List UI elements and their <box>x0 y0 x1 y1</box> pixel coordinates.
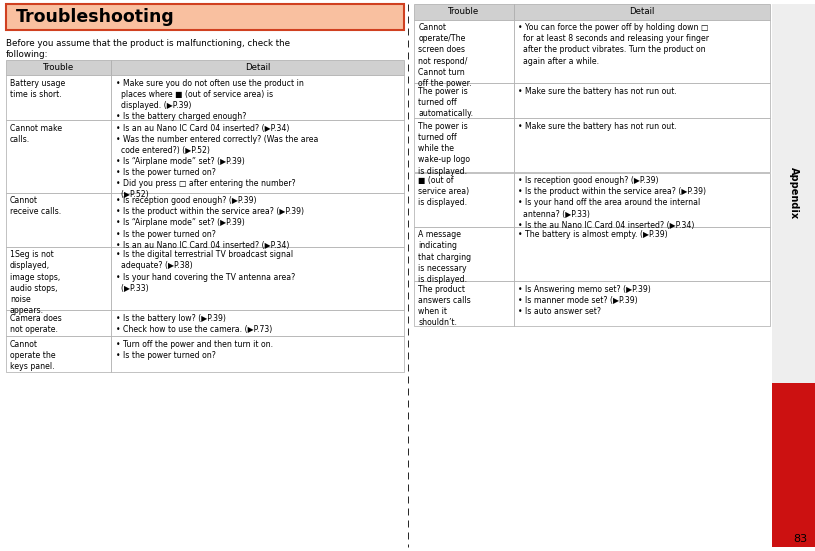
Bar <box>414 226 513 280</box>
Text: Cannot
operate the
keys panel.: Cannot operate the keys panel. <box>10 340 55 371</box>
Text: Cannot make
calls.: Cannot make calls. <box>10 123 62 144</box>
Text: Trouble: Trouble <box>42 63 74 72</box>
Text: • Is the battery low? (▶P.39)
• Check how to use the camera. (▶P.73): • Is the battery low? (▶P.39) • Check ho… <box>116 314 272 334</box>
Bar <box>111 120 404 192</box>
Bar <box>111 310 404 336</box>
Bar <box>111 75 404 120</box>
Text: Detail: Detail <box>244 63 271 72</box>
Text: Cannot
operate/The
screen does
not respond/
Cannot turn
off the power.: Cannot operate/The screen does not respo… <box>418 23 472 88</box>
Bar <box>6 4 404 30</box>
Text: • Make sure the battery has not run out.: • Make sure the battery has not run out. <box>518 122 677 131</box>
Text: Detail: Detail <box>629 7 654 16</box>
Bar <box>111 192 404 247</box>
Bar <box>6 336 111 372</box>
Text: Cannot
receive calls.: Cannot receive calls. <box>10 196 61 217</box>
Text: Battery usage
time is short.: Battery usage time is short. <box>10 79 65 99</box>
Bar <box>414 280 513 326</box>
Bar <box>6 120 111 192</box>
Text: The product
answers calls
when it
shouldn’t.: The product answers calls when it should… <box>418 284 471 327</box>
Bar <box>414 4 513 19</box>
Bar <box>414 172 513 226</box>
Text: A message
indicating
that charging
is necessary
is displayed.: A message indicating that charging is ne… <box>418 230 472 284</box>
Bar <box>6 192 111 247</box>
Text: Camera does
not operate.: Camera does not operate. <box>10 314 62 334</box>
Text: The power is
turned off
while the
wake-up logo
is displayed.: The power is turned off while the wake-u… <box>418 122 470 176</box>
Bar <box>111 336 404 372</box>
Bar <box>772 4 815 383</box>
Bar <box>772 383 815 547</box>
Bar <box>6 310 111 336</box>
Text: Before you assume that the product is malfunctioning, check the: Before you assume that the product is ma… <box>6 39 289 47</box>
Bar <box>111 247 404 310</box>
Text: • The battery is almost empty. (▶P.39): • The battery is almost empty. (▶P.39) <box>518 230 667 239</box>
Bar <box>111 60 404 75</box>
Text: Appendix: Appendix <box>788 168 799 219</box>
Bar <box>513 83 770 118</box>
Text: 1Seg is not
displayed,
image stops,
audio stops,
noise
appears.: 1Seg is not displayed, image stops, audi… <box>10 250 60 315</box>
Text: • Is the digital terrestrial TV broadcast signal
  adequate? (▶P.38)
• Is your h: • Is the digital terrestrial TV broadcas… <box>116 250 295 293</box>
Text: • You can force the power off by holding down □
  for at least 8 seconds and rel: • You can force the power off by holding… <box>518 23 709 66</box>
Text: • Is reception good enough? (▶P.39)
• Is the product within the service area? (▶: • Is reception good enough? (▶P.39) • Is… <box>518 176 706 230</box>
Text: • Make sure you do not often use the product in
  places where ■ (out of service: • Make sure you do not often use the pro… <box>116 79 303 121</box>
Bar <box>513 19 770 83</box>
Text: • Is Answering memo set? (▶P.39)
• Is manner mode set? (▶P.39)
• Is auto answer : • Is Answering memo set? (▶P.39) • Is ma… <box>518 284 651 316</box>
Text: 83: 83 <box>793 534 807 544</box>
Bar <box>6 60 111 75</box>
Bar <box>6 75 111 120</box>
Bar <box>513 226 770 280</box>
Bar <box>513 118 770 172</box>
Text: • Turn off the power and then turn it on.
• Is the power turned on?: • Turn off the power and then turn it on… <box>116 340 273 360</box>
Text: • Make sure the battery has not run out.: • Make sure the battery has not run out. <box>518 87 677 96</box>
Bar <box>6 247 111 310</box>
Text: ■ (out of
service area)
is displayed.: ■ (out of service area) is displayed. <box>418 176 469 208</box>
Bar <box>513 280 770 326</box>
Text: The power is
turned off
automatically.: The power is turned off automatically. <box>418 87 474 118</box>
Bar <box>513 172 770 226</box>
Text: • Is reception good enough? (▶P.39)
• Is the product within the service area? (▶: • Is reception good enough? (▶P.39) • Is… <box>116 196 304 250</box>
Text: Trouble: Trouble <box>448 7 479 16</box>
Bar <box>414 83 513 118</box>
Bar <box>414 118 513 172</box>
Bar <box>513 4 770 19</box>
Bar <box>414 19 513 83</box>
Text: Troubleshooting: Troubleshooting <box>15 8 174 26</box>
Text: following:: following: <box>6 50 48 59</box>
Text: • Is an au Nano IC Card 04 inserted? (▶P.34)
• Was the number entered correctly?: • Is an au Nano IC Card 04 inserted? (▶P… <box>116 123 318 199</box>
